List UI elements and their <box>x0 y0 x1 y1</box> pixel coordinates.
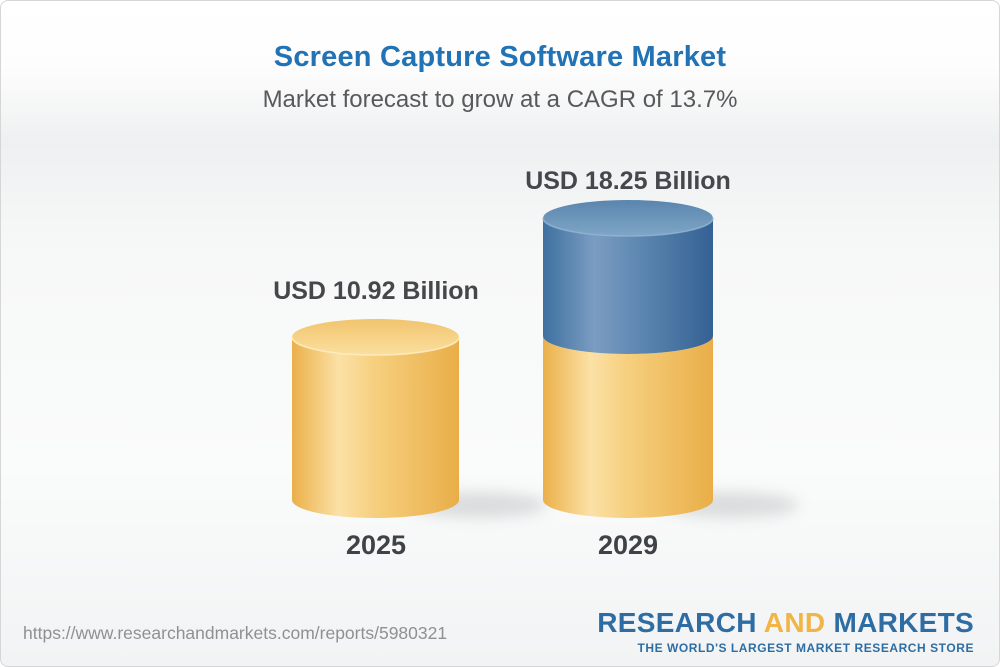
researchandmarkets-logo: RESEARCH AND MARKETS THE WORLD'S LARGEST… <box>597 609 974 655</box>
logo-tagline: THE WORLD'S LARGEST MARKET RESEARCH STOR… <box>637 641 974 655</box>
bar-2025-top-face <box>292 319 459 355</box>
bar-2029-base-segment <box>543 336 713 518</box>
logo-word-research: RESEARCH <box>597 607 757 638</box>
bar-2025-rim-highlight <box>291 336 460 356</box>
bar-2029-rim-highlight <box>542 217 714 237</box>
axis-label-2025: 2025 <box>345 530 407 560</box>
bar-2025-body <box>292 337 460 518</box>
value-label-2025: USD 10.92 Billion <box>273 277 479 305</box>
logo-word-and: AND <box>763 607 826 638</box>
page-subtitle: Market forecast to grow at a CAGR of 13.… <box>262 86 738 113</box>
bar-2025-cylinder <box>291 319 547 518</box>
logo-word-markets: MARKETS <box>833 607 974 638</box>
report-url-link[interactable]: https://www.researchandmarkets.com/repor… <box>23 623 448 643</box>
value-label-2029: USD 18.25 Billion <box>525 167 731 195</box>
bar-2029-growth-segment <box>543 218 713 354</box>
axis-label-2029: 2029 <box>597 530 659 560</box>
bar-2029-cylinder <box>542 200 799 518</box>
bar-2029-top-face <box>543 200 713 236</box>
logo-wordmark: RESEARCH AND MARKETS <box>597 609 974 637</box>
page-title: Screen Capture Software Market <box>273 41 727 73</box>
